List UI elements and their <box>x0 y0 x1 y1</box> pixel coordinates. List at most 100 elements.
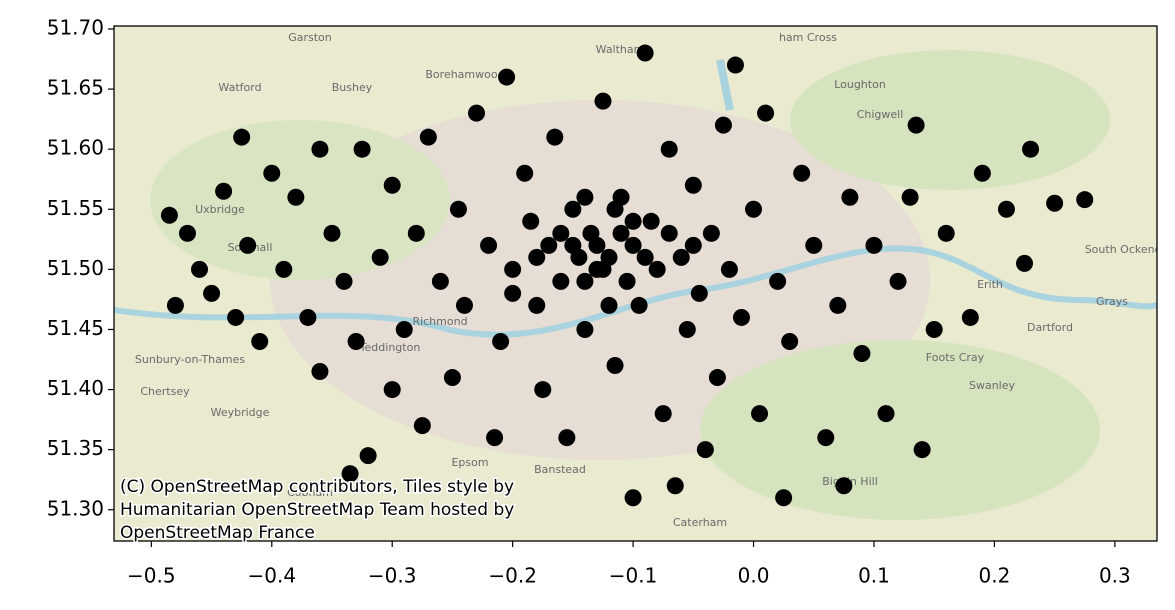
point <box>449 200 467 218</box>
point <box>672 248 690 266</box>
point <box>594 92 612 110</box>
point <box>419 128 437 146</box>
point <box>341 465 359 483</box>
map-place-label: Chigwell <box>857 108 904 121</box>
point <box>552 224 570 242</box>
point <box>696 441 714 459</box>
point <box>865 236 883 254</box>
y-tick-label: 51.60 <box>47 136 104 160</box>
x-tick-label: −0.4 <box>247 564 296 588</box>
y-tick-label: 51.45 <box>47 316 104 340</box>
point <box>594 260 612 278</box>
map-place-label: Erith <box>977 278 1003 291</box>
map-place-label: Sunbury-on-Thames <box>135 353 245 366</box>
point <box>654 405 672 423</box>
point <box>997 200 1015 218</box>
point <box>600 296 618 314</box>
point <box>769 272 787 290</box>
point <box>275 260 293 278</box>
map-place-label: Grays <box>1096 295 1128 308</box>
point <box>805 236 823 254</box>
point <box>648 260 666 278</box>
point <box>666 477 684 495</box>
point <box>323 224 341 242</box>
point <box>925 320 943 338</box>
point <box>690 284 708 302</box>
point <box>660 224 678 242</box>
map-place-label: Waltham <box>596 43 645 56</box>
x-tick-label: −0.5 <box>127 564 176 588</box>
point <box>504 260 522 278</box>
point <box>913 441 931 459</box>
point <box>745 200 763 218</box>
map-place-label: Teddington <box>359 341 421 354</box>
x-tick-label: 0.2 <box>979 564 1011 588</box>
point <box>516 164 534 182</box>
map-place-label: Richmond <box>412 315 467 328</box>
point <box>353 140 371 158</box>
point <box>636 248 654 266</box>
point <box>166 296 184 314</box>
point <box>684 176 702 194</box>
point <box>311 363 329 381</box>
x-tick-label: −0.3 <box>368 564 417 588</box>
point <box>606 200 624 218</box>
map-place-label: Foots Cray <box>926 351 985 364</box>
point <box>455 296 473 314</box>
point <box>227 308 245 326</box>
point <box>233 128 251 146</box>
map-place-label: ham Cross <box>779 31 837 44</box>
point <box>732 308 750 326</box>
map-place-label: Chertsey <box>140 385 190 398</box>
point <box>678 320 696 338</box>
point <box>901 188 919 206</box>
point <box>636 44 654 62</box>
attribution: OpenStreetMap France <box>120 523 315 543</box>
point <box>492 332 510 350</box>
point <box>907 116 925 134</box>
point <box>720 260 738 278</box>
point <box>973 164 991 182</box>
point <box>215 182 233 200</box>
plot-frame <box>113 25 1158 542</box>
point <box>191 260 209 278</box>
map-place-label: Watford <box>218 81 261 94</box>
point <box>624 236 642 254</box>
point <box>311 140 329 158</box>
point <box>528 296 546 314</box>
point <box>684 236 702 254</box>
attribution: (C) OpenStreetMap contributors, Tiles st… <box>120 477 514 497</box>
map-place-label: Dartford <box>1027 321 1073 334</box>
point <box>793 164 811 182</box>
x-tick-label: 0.0 <box>738 564 770 588</box>
point <box>630 296 648 314</box>
map-place-label: Caterham <box>673 516 727 529</box>
point <box>726 56 744 74</box>
y-tick-label: 51.40 <box>47 376 104 400</box>
y-tick-label: 51.50 <box>47 256 104 280</box>
y-tick-label: 51.55 <box>47 196 104 220</box>
x-tick-label: −0.2 <box>488 564 537 588</box>
point <box>431 272 449 290</box>
point <box>413 417 431 435</box>
point <box>624 489 642 507</box>
point <box>829 296 847 314</box>
point <box>576 320 594 338</box>
map-place-label: Borehamwood <box>425 68 504 81</box>
point <box>383 176 401 194</box>
y-tick-label: 51.70 <box>47 16 104 40</box>
point <box>546 128 564 146</box>
point <box>552 272 570 290</box>
map-place-label: Swanley <box>969 379 1016 392</box>
point <box>287 188 305 206</box>
point <box>841 188 859 206</box>
y-tick-label: 51.65 <box>47 76 104 100</box>
point <box>702 224 720 242</box>
point <box>576 272 594 290</box>
point <box>347 332 365 350</box>
x-tick-label: 0.1 <box>858 564 890 588</box>
point <box>178 224 196 242</box>
point <box>534 381 552 399</box>
map-place-label: Uxbridge <box>195 203 245 216</box>
point <box>624 212 642 230</box>
